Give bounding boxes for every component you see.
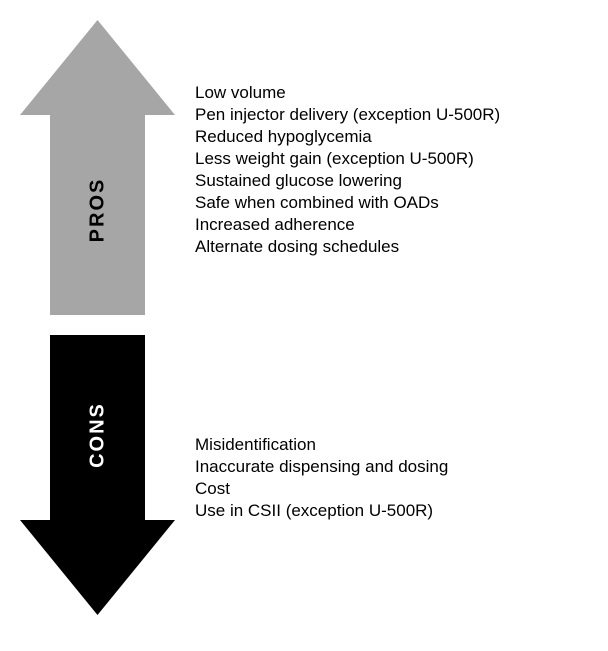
- pros-label: PROS: [86, 178, 109, 243]
- up-arrow-icon: [20, 20, 175, 315]
- list-item: Sustained glucose lowering: [195, 171, 500, 191]
- down-arrow-icon: [20, 335, 175, 615]
- pros-list: Low volumePen injector delivery (excepti…: [195, 83, 500, 257]
- pros-cons-diagram: PROS Low volumePen injector delivery (ex…: [20, 20, 588, 620]
- list-item: Misidentification: [195, 435, 448, 455]
- pros-section: PROS Low volumePen injector delivery (ex…: [20, 20, 588, 320]
- list-item: Reduced hypoglycemia: [195, 127, 500, 147]
- cons-label: CONS: [86, 402, 109, 468]
- list-item: Pen injector delivery (exception U-500R): [195, 105, 500, 125]
- cons-list: MisidentificationInaccurate dispensing a…: [195, 435, 448, 521]
- list-item: Increased adherence: [195, 215, 500, 235]
- list-item: Inaccurate dispensing and dosing: [195, 457, 448, 477]
- list-item: Less weight gain (exception U-500R): [195, 149, 500, 169]
- list-item: Safe when combined with OADs: [195, 193, 500, 213]
- list-item: Use in CSII (exception U-500R): [195, 501, 448, 521]
- list-item: Cost: [195, 479, 448, 499]
- cons-arrow-container: CONS: [20, 335, 175, 620]
- pros-arrow-container: PROS: [20, 20, 175, 320]
- list-item: Low volume: [195, 83, 500, 103]
- cons-section: CONS MisidentificationInaccurate dispens…: [20, 335, 588, 620]
- list-item: Alternate dosing schedules: [195, 237, 500, 257]
